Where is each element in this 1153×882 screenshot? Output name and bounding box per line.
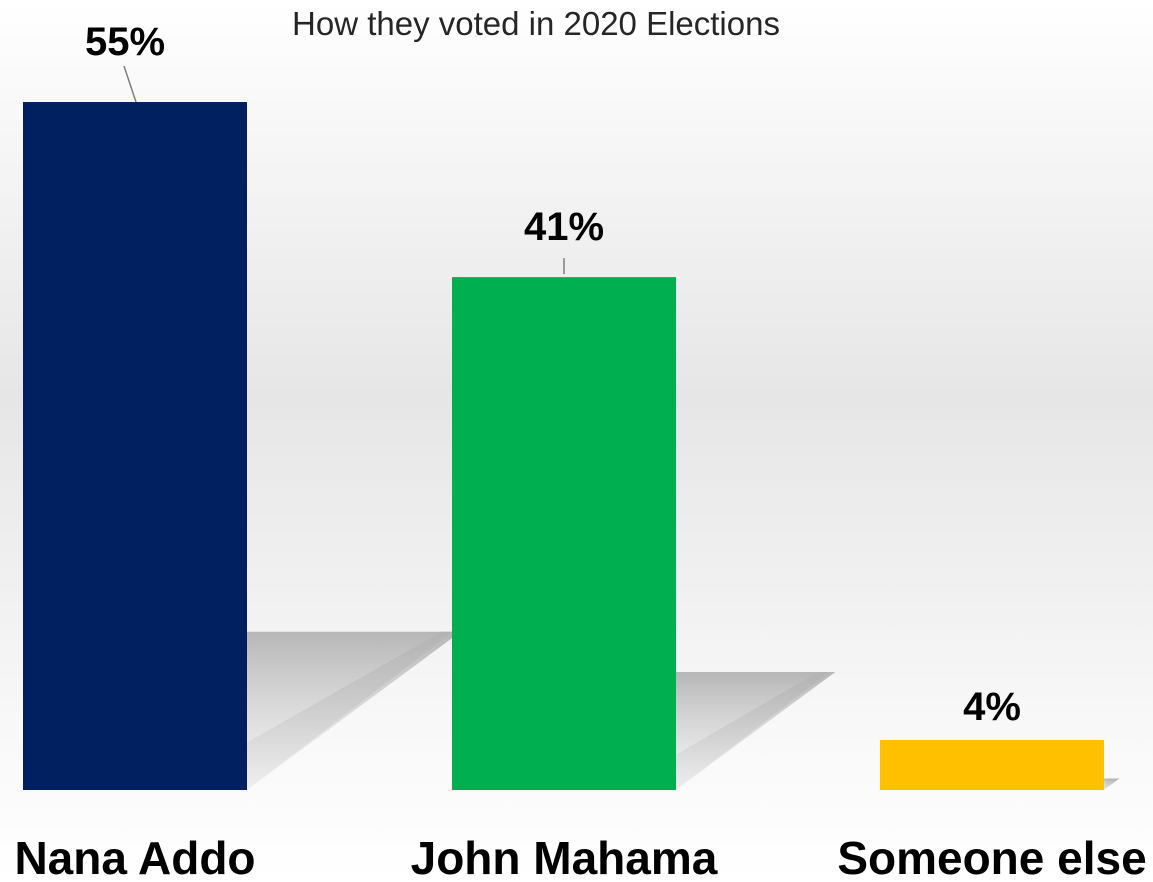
data-label-nana-addo: 55%	[85, 20, 165, 64]
category-label-john-mahama: John Mahama	[411, 832, 718, 882]
bar-shadow-john-mahama	[676, 672, 830, 790]
labels-group: 55% Nana Addo 41% John Mahama 4% Someone else	[14, 20, 1146, 882]
bars-group	[23, 102, 1104, 790]
data-label-leader-nana-addo	[123, 65, 137, 103]
chart-title: How they voted in 2020 Elections	[292, 5, 780, 42]
bar-john-mahama	[452, 277, 676, 790]
bar-shadow-nana-addo	[247, 631, 453, 790]
bar-shadow-someone-else	[1104, 778, 1119, 790]
data-label-john-mahama: 41%	[524, 205, 604, 249]
bar-nana-addo	[23, 102, 247, 790]
category-label-someone-else: Someone else	[837, 832, 1146, 882]
category-label-nana-addo: Nana Addo	[14, 832, 255, 882]
bar-someone-else	[880, 739, 1104, 790]
data-label-someone-else: 4%	[963, 685, 1021, 729]
